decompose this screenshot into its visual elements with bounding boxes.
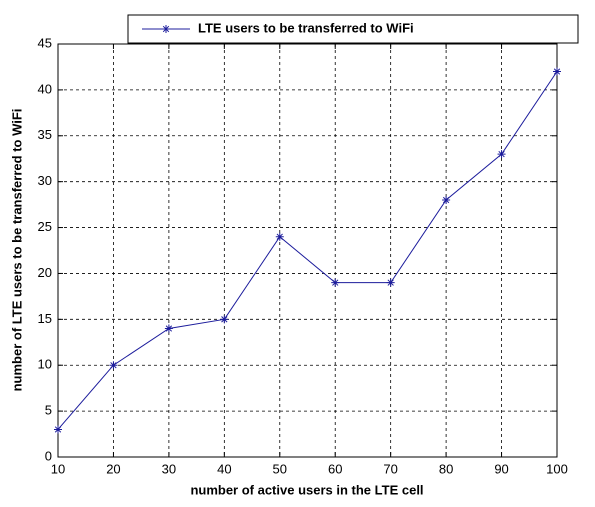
y-tick-label: 40 bbox=[38, 81, 52, 96]
y-tick-label: 35 bbox=[38, 127, 52, 142]
x-tick-label: 100 bbox=[546, 461, 568, 476]
x-tick-label: 60 bbox=[328, 461, 342, 476]
marker bbox=[54, 425, 62, 434]
x-tick-label: 50 bbox=[273, 461, 287, 476]
x-tick-label: 30 bbox=[162, 461, 176, 476]
plot-frame bbox=[57, 43, 558, 458]
x-tick-label: 90 bbox=[494, 461, 508, 476]
y-tick-label: 0 bbox=[45, 448, 52, 463]
marker bbox=[164, 324, 173, 333]
y-axis-label: number of LTE users to be transferred to… bbox=[9, 109, 24, 392]
y-tick-label: 10 bbox=[38, 357, 52, 372]
x-tick-label: 20 bbox=[106, 461, 120, 476]
marker bbox=[331, 278, 340, 287]
y-tick-label: 5 bbox=[45, 403, 52, 418]
marker bbox=[109, 361, 118, 370]
marker bbox=[497, 150, 506, 159]
x-tick-label: 80 bbox=[439, 461, 453, 476]
legend-label: LTE users to be transferred to WiFi bbox=[198, 20, 414, 35]
x-tick-label: 70 bbox=[383, 461, 397, 476]
marker bbox=[275, 232, 284, 241]
y-tick-label: 15 bbox=[38, 311, 52, 326]
y-tick-label: 45 bbox=[38, 35, 52, 50]
marker bbox=[220, 315, 229, 324]
series-line bbox=[57, 71, 558, 430]
x-axis-label: number of active users in the LTE cell bbox=[190, 482, 423, 497]
marker bbox=[553, 67, 561, 76]
marker bbox=[442, 196, 451, 205]
legend-marker bbox=[162, 25, 170, 33]
y-tick-label: 25 bbox=[38, 219, 52, 234]
x-tick-label: 10 bbox=[51, 461, 65, 476]
marker bbox=[386, 278, 395, 287]
legend-box bbox=[127, 14, 579, 44]
y-tick-label: 20 bbox=[38, 265, 52, 280]
y-tick-label: 30 bbox=[38, 173, 52, 188]
x-tick-label: 40 bbox=[217, 461, 231, 476]
